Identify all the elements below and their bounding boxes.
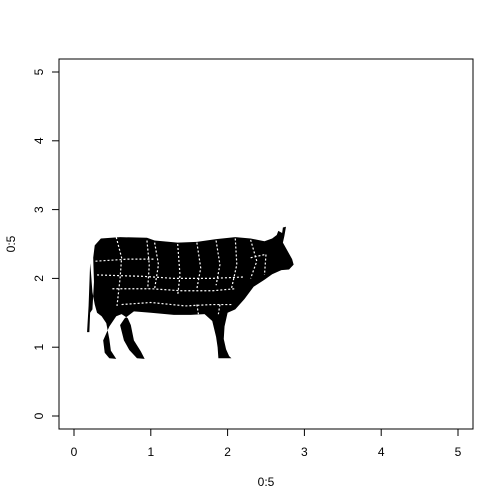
y-tick-label: 3 (32, 206, 46, 213)
cut-line (216, 241, 220, 286)
cow-body (87, 226, 294, 359)
x-tick-label: 2 (224, 445, 231, 459)
cut-line (96, 259, 155, 261)
y-tick-label: 4 (32, 137, 46, 144)
cut-line (197, 305, 199, 315)
y-tick-label: 0 (32, 412, 46, 419)
cut-line (147, 241, 149, 289)
cut-line (122, 302, 232, 305)
x-axis: 0 1 2 3 4 5 (71, 428, 462, 459)
y-tick-label: 2 (32, 275, 46, 282)
y-tick-label: 1 (32, 344, 46, 351)
cut-line (231, 238, 236, 288)
cut-line (178, 244, 180, 296)
y-axis: 0 1 2 3 4 5 (32, 68, 60, 419)
x-tick-label: 5 (455, 445, 462, 459)
x-axis-label: 0:5 (258, 475, 275, 489)
y-axis-label: 0:5 (4, 235, 18, 252)
y-tick-label: 5 (32, 68, 46, 75)
cut-line (251, 254, 266, 275)
x-tick-label: 0 (71, 445, 78, 459)
cut-line (218, 305, 220, 315)
cut-line (112, 289, 235, 291)
x-tick-label: 1 (147, 445, 154, 459)
cut-line (97, 275, 243, 278)
cut-line (197, 243, 201, 289)
x-tick-label: 3 (301, 445, 308, 459)
cow-silhouette (87, 227, 294, 359)
x-tick-label: 4 (378, 445, 385, 459)
